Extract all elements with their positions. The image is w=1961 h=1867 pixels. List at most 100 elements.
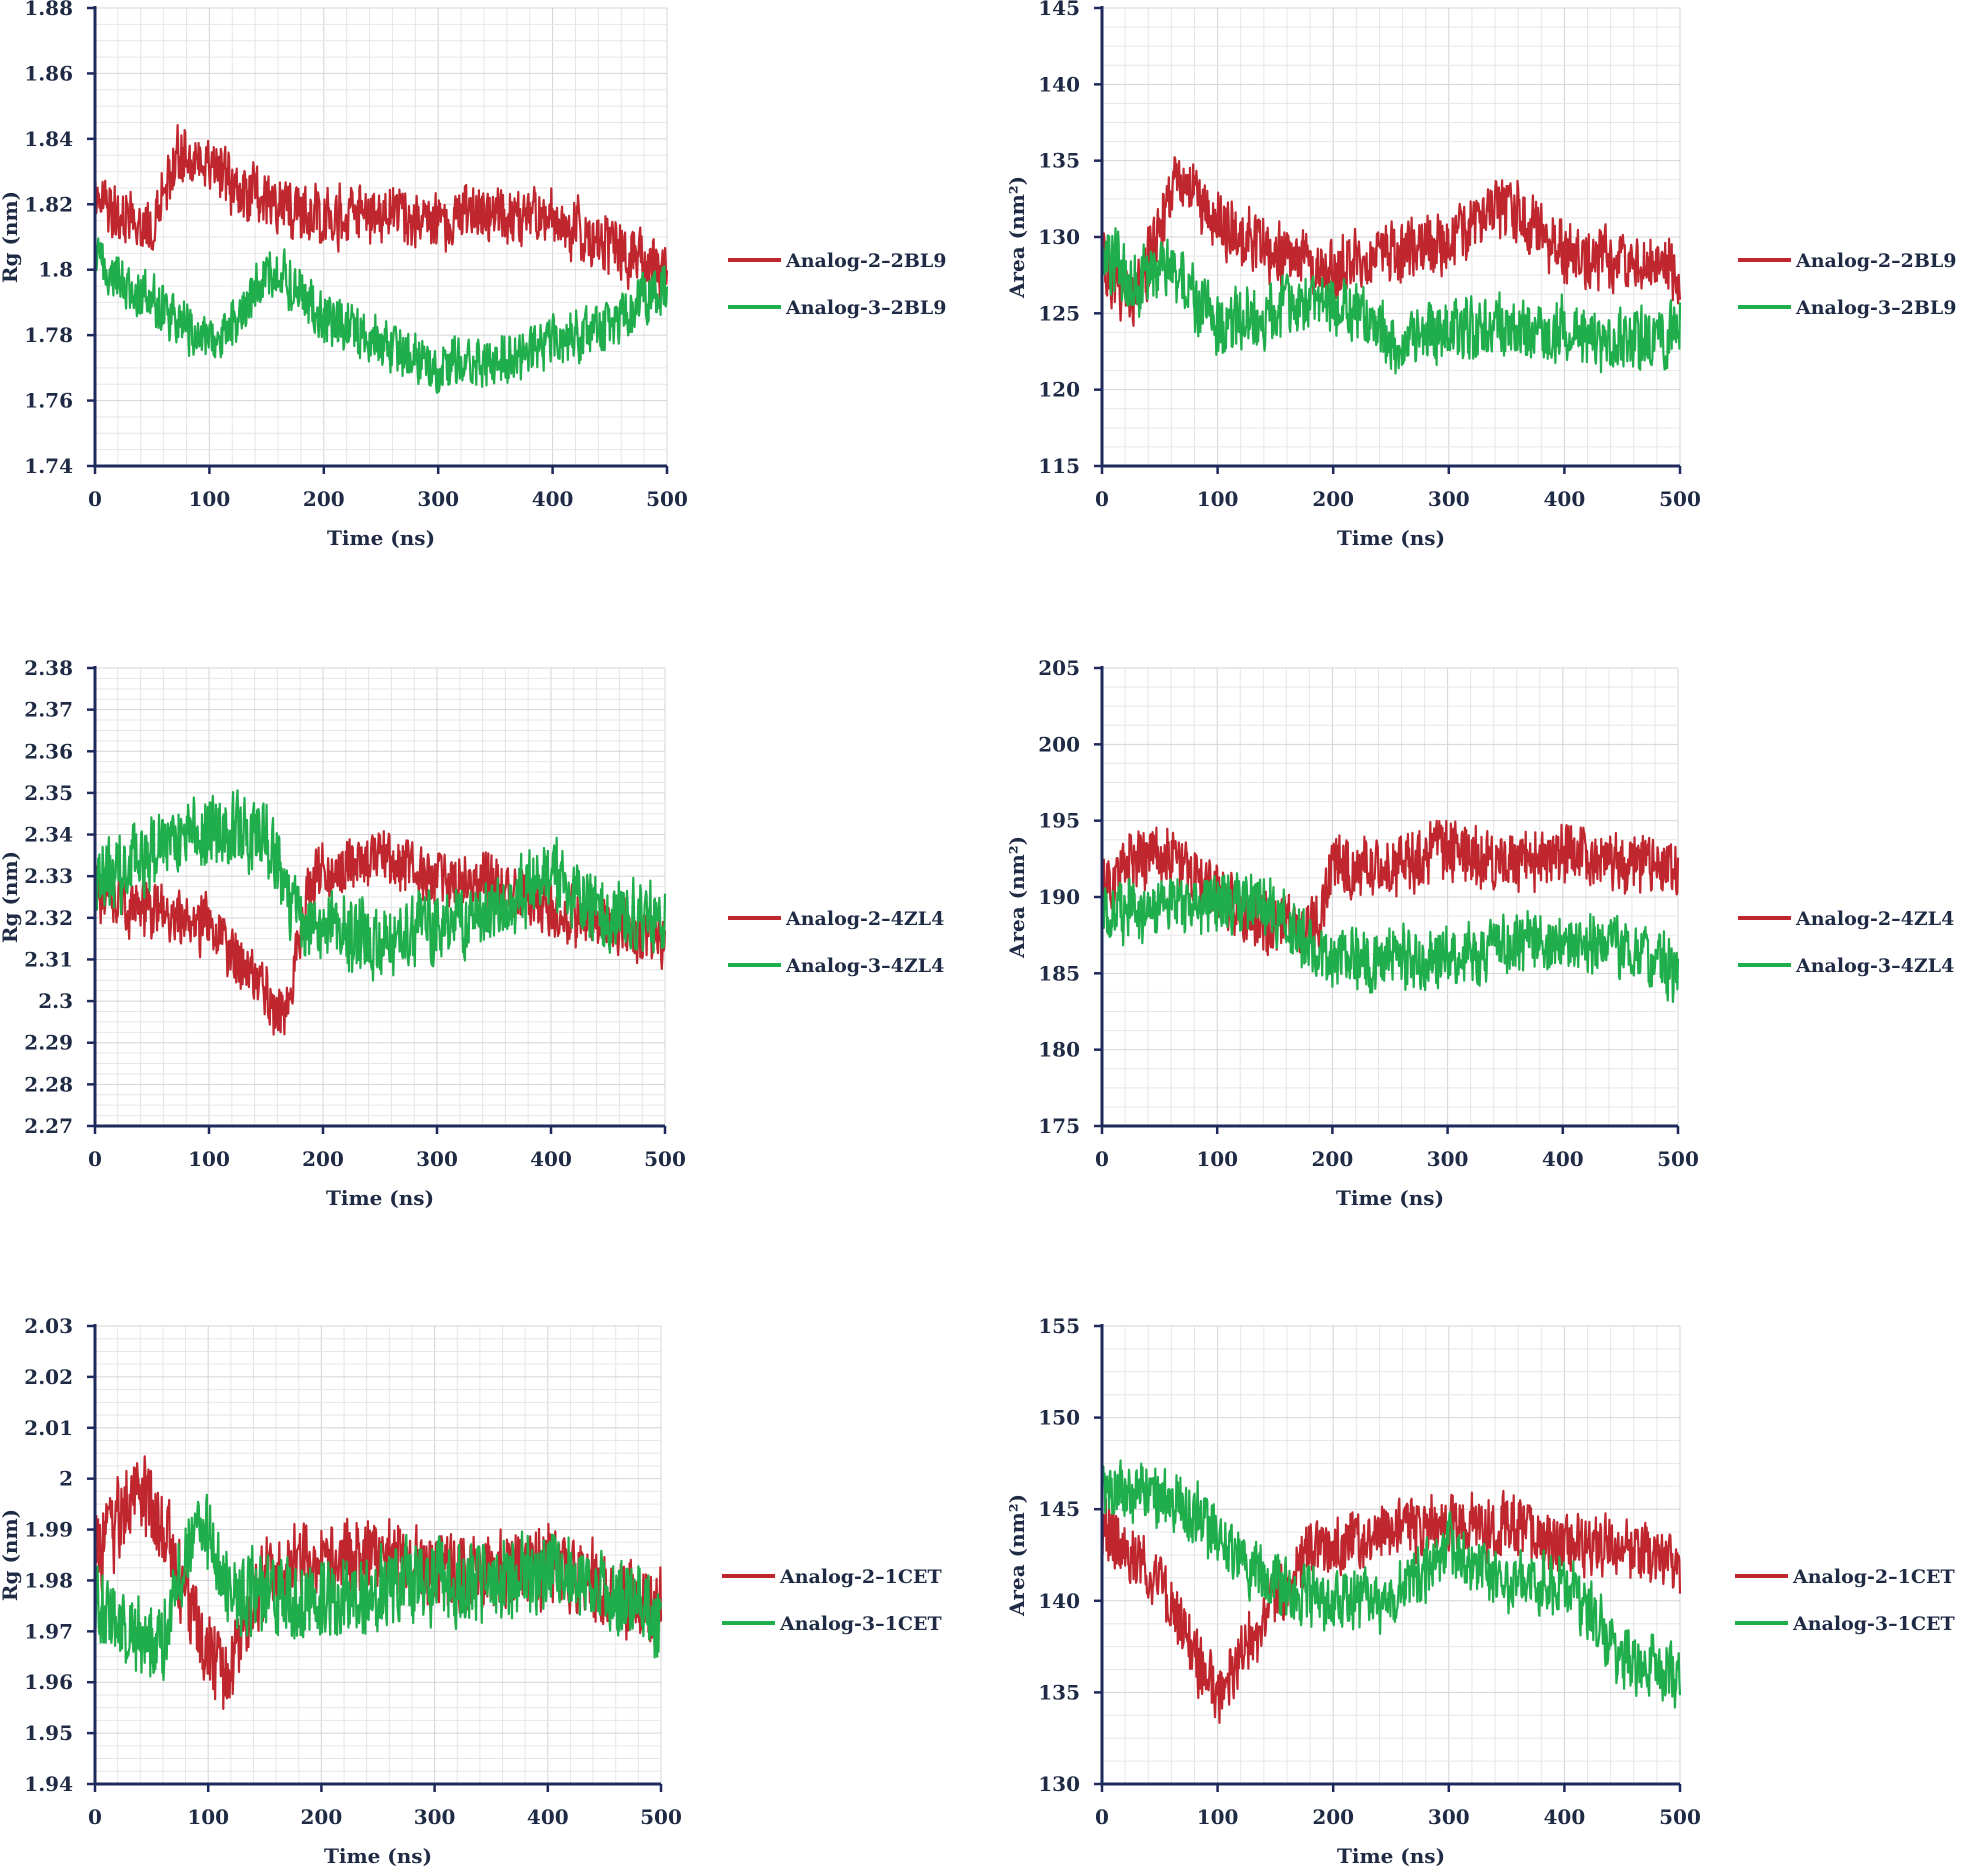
y-tick-label: 135 <box>1038 1680 1080 1704</box>
legend-label: Analog-2–2BL9 <box>1795 250 1957 272</box>
y-tick-label: 1.86 <box>24 61 73 85</box>
series-line-analog-3 <box>93 789 667 982</box>
series-line-analog-2 <box>1100 156 1682 327</box>
x-tick-label: 400 <box>1544 1805 1586 1829</box>
x-tick-label: 200 <box>1312 487 1354 511</box>
y-tick-label: 2.35 <box>24 781 73 805</box>
y-tick-label: 2.02 <box>24 1365 73 1389</box>
y-tick-label: 2.38 <box>24 656 73 680</box>
x-tick-label: 500 <box>644 1147 686 1171</box>
y-tick-label: 200 <box>1038 732 1080 756</box>
x-tick-label: 200 <box>1312 1805 1354 1829</box>
x-axis-title: Time (ns) <box>1337 1844 1445 1867</box>
series-line-analog-2 <box>93 830 667 1036</box>
legend-label: Analog-2–1CET <box>779 1566 942 1588</box>
y-tick-label: 145 <box>1038 1497 1080 1521</box>
x-tick-label: 300 <box>1428 487 1470 511</box>
y-tick-label: 2.31 <box>24 947 73 971</box>
x-tick-label: 300 <box>416 1147 458 1171</box>
chart-panel-middle-right: 175 180 185 190 195 200 205 0 100 200 300 400 500 Tim… <box>1005 656 1954 1210</box>
y-tick-label: 175 <box>1038 1114 1080 1138</box>
chart-panel-top-right: 115 120 125 130 135 140 145 0 100 200 300 400 500 Tim… <box>1005 0 1957 550</box>
legend-label: Analog-2–4ZL4 <box>785 908 944 930</box>
x-tick-label: 100 <box>1197 487 1239 511</box>
x-tick-label: 100 <box>187 1805 229 1829</box>
y-tick-label: 1.99 <box>24 1518 73 1542</box>
y-axis-title: Area (nm²) <box>1005 176 1029 299</box>
x-tick-label: 500 <box>646 487 688 511</box>
x-tick-label: 200 <box>302 1147 344 1171</box>
y-tick-label: 2.27 <box>24 1114 73 1138</box>
x-tick-label: 400 <box>532 487 574 511</box>
legend-label: Analog-3–4ZL4 <box>1795 955 1954 977</box>
x-tick-label: 100 <box>1197 1805 1239 1829</box>
x-tick-label: 500 <box>640 1805 682 1829</box>
y-axis-title: Rg (nm) <box>0 191 22 283</box>
legend-label: Analog-2–4ZL4 <box>1795 908 1954 930</box>
legend-label: Analog-3–2BL9 <box>785 297 947 319</box>
legend-label: Analog-2–2BL9 <box>785 250 947 272</box>
y-tick-label: 195 <box>1038 809 1080 833</box>
series-line-analog-3 <box>1100 1459 1682 1709</box>
legend-label: Analog-3–4ZL4 <box>785 955 944 977</box>
y-tick-label: 155 <box>1038 1314 1080 1338</box>
legend: Analog-2–1CET Analog-3–1CET <box>1735 1566 1955 1635</box>
y-tick-label: 115 <box>1038 454 1080 478</box>
chart-panel-bottom-left: 1.94 1.95 1.96 1.97 1.98 1.99 2 2.01 2.02 2.03 0 10… <box>0 1314 942 1867</box>
y-tick-label: 185 <box>1038 961 1080 985</box>
y-tick-label: 1.95 <box>24 1721 73 1745</box>
legend: Analog-2–4ZL4 Analog-3–4ZL4 <box>728 908 944 977</box>
series-line-analog-3 <box>1100 227 1682 375</box>
x-tick-label: 300 <box>417 487 459 511</box>
x-tick-label: 100 <box>189 487 231 511</box>
y-axis-title: Area (nm²) <box>1005 836 1029 959</box>
y-tick-label: 1.97 <box>24 1619 73 1643</box>
x-axis-title: Time (ns) <box>1337 526 1445 550</box>
y-tick-label: 2.34 <box>24 823 73 847</box>
y-tick-label: 125 <box>1038 301 1080 325</box>
y-tick-label: 2.37 <box>24 698 73 722</box>
x-tick-label: 400 <box>527 1805 569 1829</box>
x-axis-title: Time (ns) <box>327 526 435 550</box>
chart-panel-top-left: 1.74 1.76 1.78 1.8 1.82 1.84 1.86 1.88 0 100 200 30… <box>0 0 947 550</box>
y-tick-label: 130 <box>1038 1772 1080 1796</box>
y-tick-label: 140 <box>1038 1589 1080 1613</box>
series-line-analog-2 <box>93 123 669 300</box>
y-tick-label: 135 <box>1038 149 1080 173</box>
y-tick-label: 190 <box>1038 885 1080 909</box>
y-tick-label: 1.8 <box>38 258 73 282</box>
series-line-analog-3 <box>1100 872 1680 1004</box>
y-tick-label: 1.82 <box>24 192 73 216</box>
legend: Analog-2–4ZL4 Analog-3–4ZL4 <box>1738 908 1954 977</box>
x-tick-label: 500 <box>1657 1147 1699 1171</box>
y-tick-label: 145 <box>1038 0 1080 20</box>
y-tick-label: 1.98 <box>24 1568 73 1592</box>
chart-panel-middle-left: 2.27 2.28 2.29 2.3 2.31 2.32 2.33 2.34 2.35 2.36 2… <box>0 656 944 1210</box>
y-tick-label: 180 <box>1038 1038 1080 1062</box>
x-tick-label: 0 <box>1095 1805 1109 1829</box>
x-tick-label: 300 <box>1428 1805 1470 1829</box>
x-axis-title: Time (ns) <box>324 1844 432 1867</box>
y-axis-title: Rg (nm) <box>0 851 22 943</box>
y-tick-label: 2.01 <box>24 1416 73 1440</box>
x-tick-label: 0 <box>1095 487 1109 511</box>
legend-label: Analog-3–1CET <box>779 1613 942 1635</box>
y-tick-label: 2.28 <box>24 1072 73 1096</box>
x-tick-label: 200 <box>301 1805 343 1829</box>
x-tick-label: 400 <box>1544 487 1586 511</box>
y-tick-label: 1.88 <box>24 0 73 20</box>
legend-label: Analog-3–1CET <box>1792 1613 1955 1635</box>
x-tick-label: 400 <box>1542 1147 1584 1171</box>
x-tick-label: 0 <box>88 1147 102 1171</box>
legend: Analog-2–2BL9 Analog-3–2BL9 <box>728 250 947 319</box>
x-tick-label: 300 <box>414 1805 456 1829</box>
x-tick-label: 300 <box>1427 1147 1469 1171</box>
y-tick-label: 1.84 <box>24 127 73 151</box>
y-tick-label: 2.32 <box>24 906 73 930</box>
x-tick-label: 500 <box>1659 487 1701 511</box>
series-line-analog-2 <box>1100 819 1680 957</box>
y-tick-label: 140 <box>1038 72 1080 96</box>
series-line-analog-3 <box>93 237 669 394</box>
y-tick-label: 1.96 <box>24 1670 73 1694</box>
